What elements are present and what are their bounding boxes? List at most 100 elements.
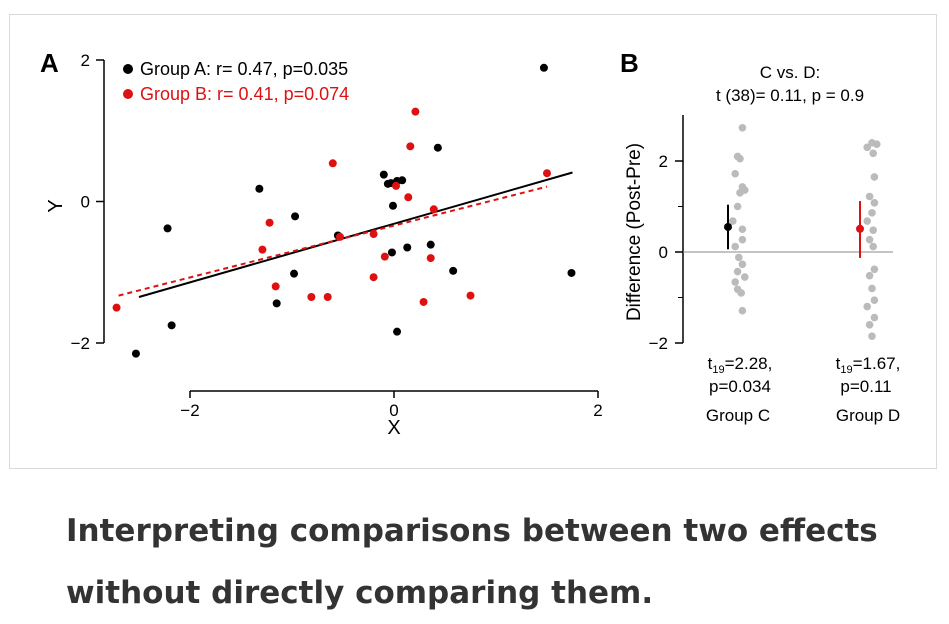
figure-frame — [9, 14, 937, 469]
point-group-b — [271, 282, 280, 291]
point-group-a — [272, 299, 281, 308]
point-group-b — [404, 193, 413, 202]
point-group-d — [870, 265, 879, 274]
mean-marker-group-c — [724, 222, 732, 231]
point-group-b — [392, 181, 401, 190]
panel-b-points — [729, 123, 881, 340]
point-group-b — [426, 254, 435, 263]
point-group-d — [863, 143, 871, 152]
point-group-b — [406, 142, 415, 151]
point-group-a — [167, 321, 176, 330]
point-group-a — [291, 212, 300, 221]
point-group-b — [328, 159, 337, 168]
point-group-a — [433, 143, 442, 152]
panel-a-x-tick-label: 0 — [389, 401, 398, 420]
point-group-d — [870, 199, 879, 207]
point-group-c — [731, 242, 739, 251]
panel-b-difference: B C vs. D: t (38)= 0.11, p = 0.9 Differe… — [620, 48, 900, 425]
point-group-a — [539, 63, 548, 72]
legend-marker-group-b — [123, 89, 133, 99]
point-group-c — [735, 253, 743, 262]
panel-a-fit-lines — [118, 171, 573, 298]
point-group-c — [738, 225, 747, 234]
point-group-b — [258, 245, 267, 254]
point-group-b — [543, 169, 551, 178]
legend-label-group-a: Group A: r= 0.47, p=0.035 — [140, 59, 348, 79]
figure-caption: Interpreting comparisons between two eff… — [66, 513, 878, 611]
group-d-stat-line-2: p=0.11 — [840, 377, 891, 396]
point-group-d — [863, 217, 871, 225]
panel-b-title-line-1: C vs. D: — [760, 63, 820, 82]
point-group-b — [369, 273, 378, 282]
group-c-label: Group C — [706, 406, 770, 425]
point-group-c — [731, 169, 739, 178]
point-group-b — [335, 232, 344, 241]
point-group-b — [369, 230, 378, 239]
point-group-d — [869, 242, 877, 251]
panel-a-x-tick-label: −2 — [180, 401, 199, 420]
point-group-a — [255, 184, 264, 193]
fit-line-group-b — [118, 185, 548, 297]
point-group-d — [868, 209, 876, 217]
point-group-d — [870, 296, 879, 305]
point-group-c — [737, 289, 745, 297]
panel-b-y-tick-label: 0 — [659, 243, 668, 262]
panel-a-axes: −2 0 2 −2 0 2 — [71, 51, 603, 420]
point-group-d — [870, 313, 879, 322]
point-group-a — [131, 349, 140, 358]
panel-b-means — [724, 201, 864, 258]
panel-a-label: A — [40, 48, 59, 78]
point-group-b — [112, 303, 121, 312]
panel-a-xlabel: X — [387, 417, 400, 439]
point-group-b — [380, 252, 389, 261]
point-group-d — [863, 302, 871, 311]
point-group-c — [738, 260, 747, 269]
mean-marker-group-d — [856, 224, 864, 233]
point-group-d — [869, 149, 877, 158]
point-group-a — [426, 240, 435, 249]
point-group-d — [870, 173, 879, 181]
point-group-c — [731, 278, 739, 286]
point-group-c — [729, 217, 737, 225]
panel-a-points — [112, 63, 576, 358]
panel-a-x-tick-label: 2 — [593, 401, 602, 420]
point-group-a — [388, 201, 397, 210]
point-group-d — [869, 226, 877, 234]
panel-a-y-tick-label: 2 — [81, 51, 90, 70]
point-group-c — [733, 202, 742, 211]
point-group-a — [387, 248, 396, 257]
point-group-a — [379, 170, 388, 179]
point-group-c — [733, 267, 742, 276]
point-group-d — [873, 140, 881, 148]
point-group-c — [736, 154, 744, 163]
point-group-b — [429, 205, 438, 214]
point-group-b — [323, 293, 332, 302]
panel-b-ylabel: Difference (Post-Pre) — [624, 143, 645, 321]
panel-a-y-tick-label: −2 — [71, 334, 90, 353]
point-group-b — [307, 293, 316, 302]
point-group-b — [419, 297, 428, 306]
point-group-d — [865, 321, 874, 329]
point-group-b — [466, 291, 475, 300]
panel-b-y-tick-label: −2 — [649, 334, 668, 353]
point-group-a — [449, 266, 458, 275]
group-c-stat-line-1: t19=2.28, — [708, 354, 773, 376]
point-group-c — [738, 235, 747, 244]
group-d-label: Group D — [836, 406, 900, 425]
legend-label-group-b: Group B: r= 0.41, p=0.074 — [140, 84, 349, 104]
panel-a-ylabel: Y — [45, 199, 67, 212]
point-group-d — [868, 284, 876, 293]
point-group-d — [865, 271, 874, 280]
point-group-c — [741, 273, 749, 281]
panel-b-title-line-2: t (38)= 0.11, p = 0.9 — [716, 86, 864, 105]
panel-b-axes: −2 0 2 — [649, 115, 893, 353]
panel-b-y-tick-label: 2 — [659, 152, 668, 171]
point-group-a — [290, 269, 299, 278]
panel-a-scatter: A −2 0 2 −2 0 2 Group A: r= 0.47, p=0.035 Gro… — [40, 48, 603, 439]
point-group-a — [567, 268, 576, 277]
panel-b-label: B — [620, 48, 639, 78]
legend-marker-group-a — [123, 64, 133, 74]
point-group-c — [738, 123, 747, 132]
panel-a-y-tick-label: 0 — [81, 193, 90, 212]
